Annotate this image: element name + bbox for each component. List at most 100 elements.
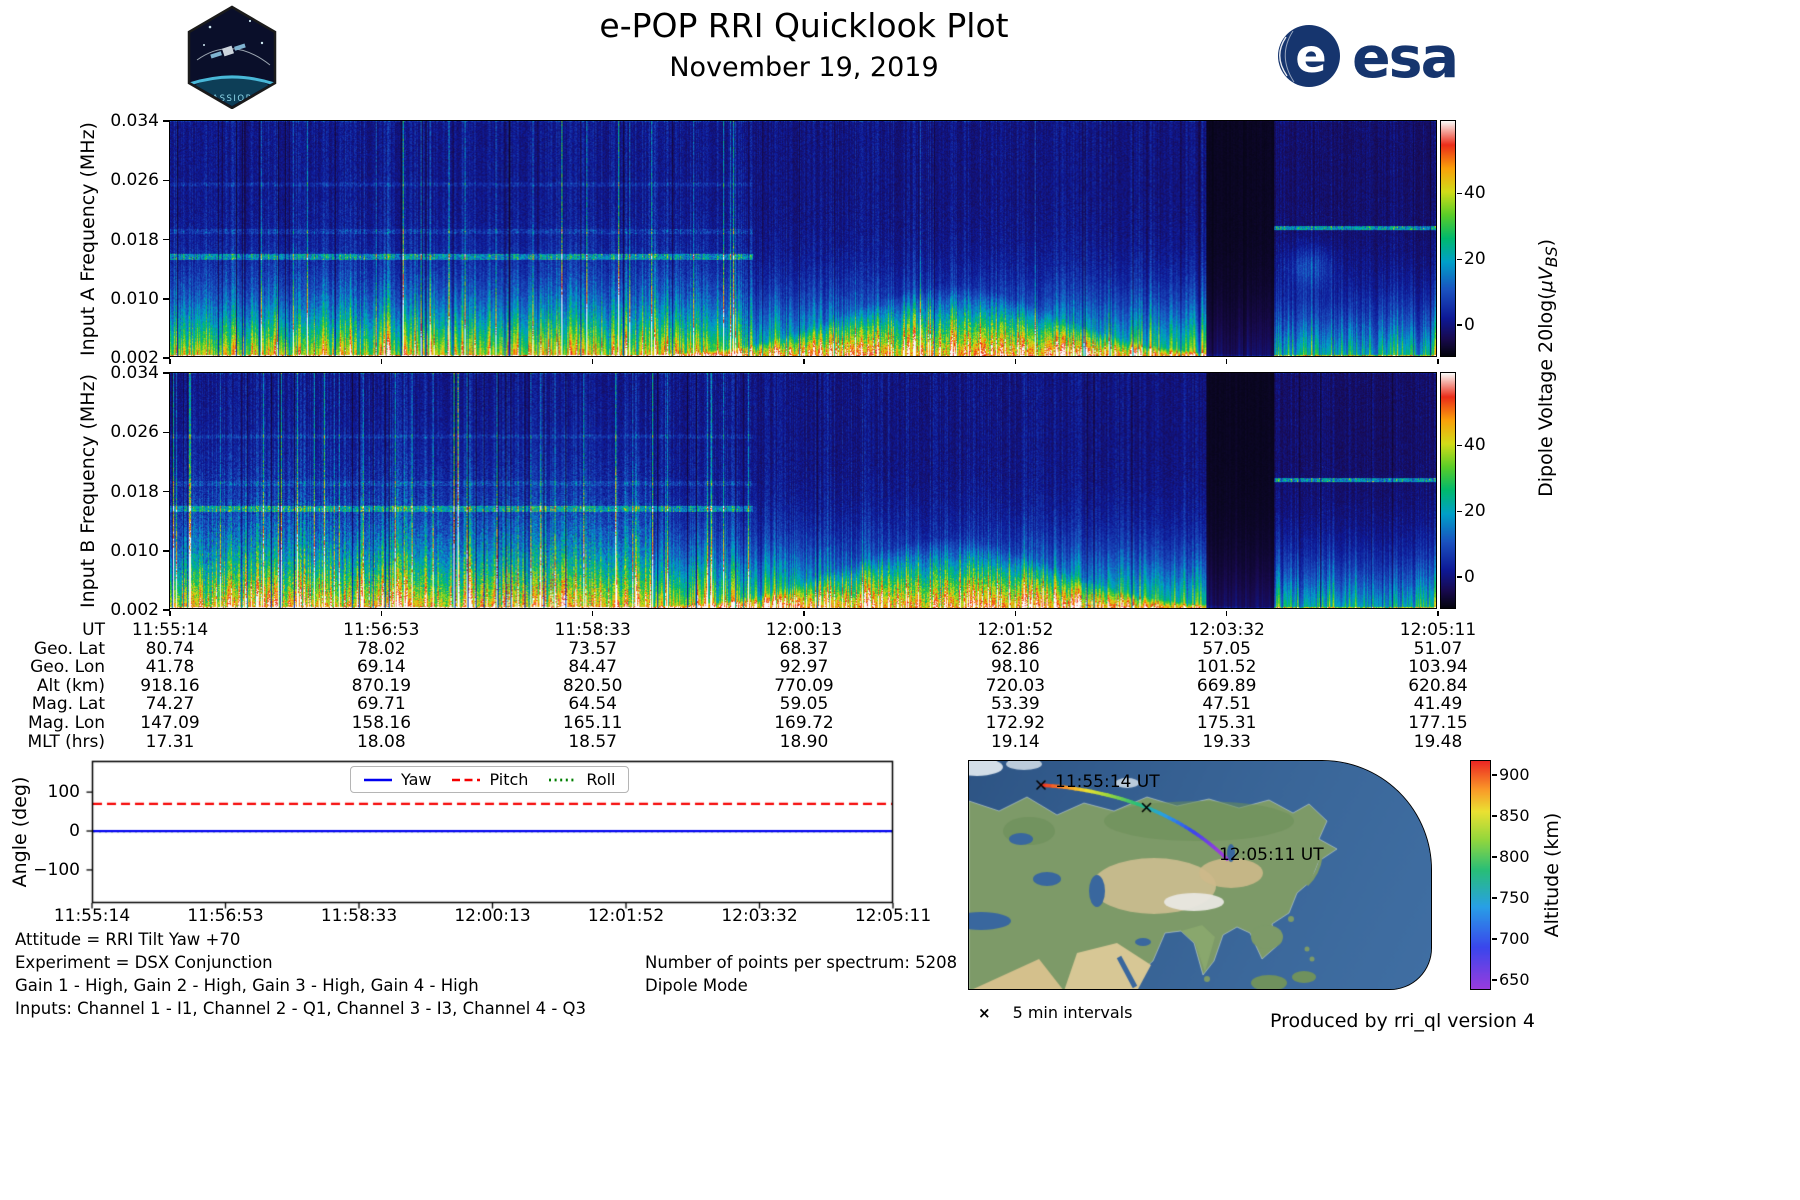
- freq-tick-label: 0.018: [110, 481, 159, 502]
- colorbar-tick-label: 20: [1464, 501, 1486, 522]
- page-date: November 19, 2019: [669, 52, 939, 83]
- ephemeris-cell: 69.71: [356, 694, 406, 715]
- annotation-points-per-spectrum: Number of points per spectrum: 5208: [645, 953, 958, 972]
- legend-item-roll: Roll: [548, 770, 616, 789]
- altitude-tick-label: 650: [1499, 970, 1530, 990]
- ephemeris-cell: 57.05: [1202, 638, 1251, 659]
- time-tick-mark: [1225, 611, 1228, 616]
- ephemeris-cell: 74.27: [145, 694, 195, 715]
- esa-wordmark: esa: [1352, 25, 1457, 91]
- annotation-attitude: Attitude = RRI Tilt Yaw +70: [15, 930, 241, 949]
- ephemeris-cell: 41.78: [145, 657, 195, 678]
- legend-pitch-label: Pitch: [489, 770, 529, 789]
- ephemeris-cell: 177.15: [1408, 713, 1468, 733]
- freq-tick-label: 0.010: [110, 288, 159, 309]
- angle-ytick-label: 100: [47, 782, 80, 803]
- esa-globe: [1278, 25, 1340, 87]
- freq-tick-label: 0.010: [110, 540, 159, 561]
- ephemeris-cell: 51.07: [1413, 638, 1463, 659]
- colorbar-tick-label: 0: [1464, 567, 1475, 588]
- interval-marker-icon: ×: [978, 1003, 991, 1022]
- angle-xtick-label: 11:56:53: [187, 906, 264, 926]
- ephemeris-cell: 918.16: [140, 675, 200, 696]
- annotation-experiment: Experiment = DSX Conjunction: [15, 953, 273, 972]
- ephemeris-cell: 720.03: [985, 675, 1046, 696]
- ephemeris-cell: 17.31: [145, 731, 195, 752]
- altitude-tick-label: 800: [1499, 846, 1530, 866]
- altitude-tick-label: 750: [1499, 888, 1530, 907]
- altitude-tick-mark: [1492, 938, 1497, 940]
- footer-credit: Produced by rri_ql version 4: [1270, 1010, 1535, 1032]
- time-tick-mark: [591, 359, 594, 364]
- ephemeris-cell: 11:55:14: [131, 620, 209, 640]
- cassiope-badge-text: CASSIOPE: [205, 94, 259, 104]
- ephemeris-cell: 147.09: [140, 713, 200, 733]
- ephemeris-cell: 84.47: [568, 657, 617, 678]
- legend-item-pitch: Pitch: [451, 770, 528, 789]
- dipole-colorbar-label-log: log(: [1535, 292, 1558, 329]
- spectrogram-a-canvas: [169, 120, 1437, 357]
- spectrogram-b-canvas: [169, 372, 1437, 609]
- ground-track-map: 11:55:14 UT 12:05:11 UT: [968, 760, 1432, 990]
- altitude-tick-mark: [1492, 897, 1497, 899]
- colorbar-tick-mark: [1457, 324, 1462, 326]
- angle-xtick-label: 12:05:11: [854, 906, 932, 926]
- cassiope-mission-logo: CASSIOPE: [187, 5, 277, 109]
- ephemeris-cell: 62.86: [990, 638, 1040, 659]
- ephemeris-cell: 19.48: [1413, 731, 1463, 752]
- freq-tick-mark: [163, 550, 170, 552]
- angle-plot-legend: Yaw Pitch Roll: [350, 766, 629, 793]
- dipole-colorbar-b: [1440, 372, 1456, 609]
- map-end-label: 12:05:11 UT: [1219, 845, 1324, 865]
- freq-tick-mark: [163, 357, 170, 359]
- dipole-colorbar-label: Dipole Voltage 20log(μVBS): [1535, 118, 1561, 618]
- altitude-colorbar-label: Altitude (km): [1541, 812, 1563, 938]
- ephemeris-cell: 47.51: [1202, 694, 1251, 715]
- colorbar-tick-mark: [1457, 444, 1462, 447]
- freq-tick-label: 0.026: [110, 170, 159, 191]
- page-title: e-POP RRI Quicklook Plot: [599, 6, 1009, 45]
- ephemeris-cell: 69.14: [356, 657, 406, 678]
- ephemeris-cell: 103.94: [1408, 657, 1468, 678]
- ephemeris-cell: 18.57: [568, 731, 617, 752]
- dipole-colorbar-label-text: Dipole Voltage 20: [1535, 328, 1558, 497]
- legend-roll-label: Roll: [586, 770, 616, 789]
- altitude-tick-mark: [1492, 856, 1497, 858]
- time-tick-mark: [380, 611, 383, 616]
- freq-tick-mark: [163, 431, 170, 433]
- ephemeris-row-label: Geo. Lat: [33, 638, 105, 659]
- angle-xtick-label: 12:00:13: [454, 906, 531, 926]
- ephemeris-cell: 870.19: [351, 675, 412, 696]
- ephemeris-cell: 73.57: [568, 638, 617, 659]
- colorbar-tick-mark: [1457, 510, 1462, 512]
- ephemeris-cell: 98.10: [990, 657, 1040, 678]
- colorbar-tick-label: 40: [1464, 435, 1486, 456]
- altitude-colorbar: [1470, 760, 1491, 990]
- ephemeris-cell: 820.50: [562, 675, 623, 696]
- ephemeris-cell: 59.05: [779, 694, 829, 715]
- ephemeris-cell: 165.11: [562, 713, 623, 733]
- ephemeris-cell: 80.74: [145, 638, 195, 659]
- colorbar-tick-mark: [1457, 576, 1462, 578]
- dipole-colorbar-label-unit: μV: [1535, 267, 1558, 293]
- ephemeris-cell: 175.31: [1196, 713, 1257, 733]
- svg-text:e: e: [1295, 29, 1326, 83]
- time-tick-mark: [169, 611, 171, 616]
- ephemeris-row-label: Mag. Lon: [27, 713, 105, 733]
- altitude-tick-label: 900: [1499, 764, 1530, 784]
- ephemeris-row-label: Mag. Lat: [31, 694, 105, 715]
- freq-tick-label: 0.026: [110, 422, 159, 443]
- interval-legend-label: 5 min intervals: [1012, 1003, 1133, 1022]
- ephemeris-cell: 53.39: [990, 694, 1040, 715]
- time-tick-mark: [1437, 359, 1439, 364]
- annotation-mode: Dipole Mode: [645, 976, 748, 995]
- altitude-tick-mark: [1492, 815, 1497, 817]
- ephemeris-cell: 68.37: [779, 638, 829, 659]
- ephemeris-cell: 11:56:53: [343, 620, 420, 640]
- time-tick-mark: [1437, 611, 1439, 616]
- legend-yaw-sample: [364, 778, 392, 781]
- freq-tick-label: 0.002: [110, 348, 159, 368]
- dipole-colorbar-a: [1440, 120, 1456, 357]
- ephemeris-cell: 669.89: [1196, 675, 1257, 696]
- time-tick-mark: [1225, 359, 1228, 364]
